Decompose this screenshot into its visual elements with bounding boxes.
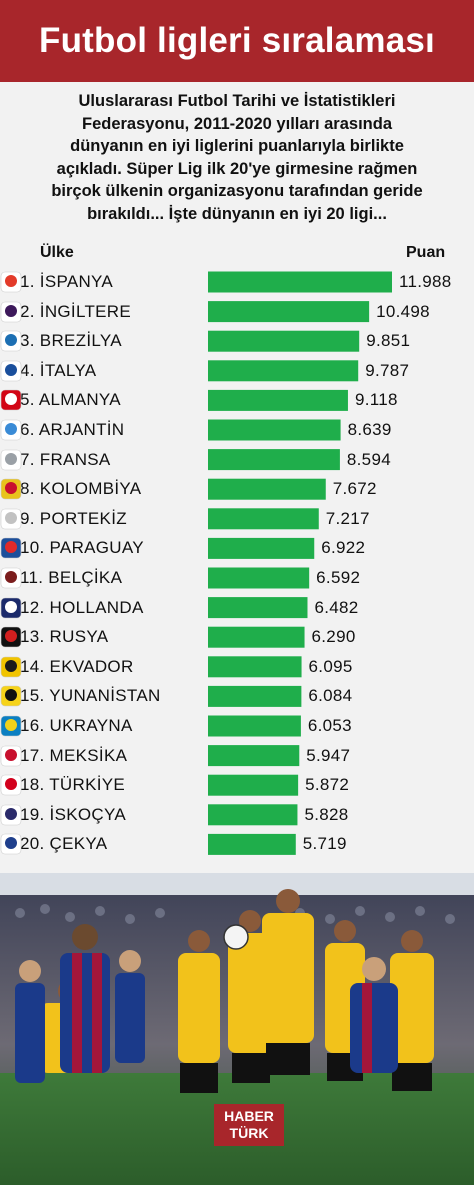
bar-16: [208, 715, 301, 737]
bar-9: [208, 508, 319, 530]
brand-line-1: HABER: [224, 1108, 274, 1124]
value-label: 5.947: [306, 745, 351, 765]
brasileirao-logo-icon: [0, 330, 22, 352]
country-label: 9. PORTEKİZ: [20, 508, 127, 528]
country-label: 11. BELÇİKA: [20, 568, 123, 587]
football-icon: [223, 924, 249, 950]
country-label: 17. MEKSİKA: [20, 745, 128, 765]
bar-13: [208, 626, 305, 648]
value-label: 5.828: [304, 804, 349, 824]
value-label: 9.118: [354, 390, 398, 410]
ligue1-logo-icon: [0, 449, 22, 470]
superliga-argentina-logo-icon: [0, 419, 22, 441]
bar-14: [208, 656, 302, 678]
intro-line: Uluslararası Futbol Tarihi ve İstatistik…: [78, 92, 396, 110]
country-label: 7. FRANSA: [20, 449, 111, 469]
intro-line: dünyanın en iyi liglerini puanlarıyla bi…: [70, 137, 404, 155]
value-label: 6.290: [311, 627, 356, 647]
value-label: 6.482: [314, 597, 359, 617]
value-label: 11.988: [399, 272, 452, 291]
bar-18: [208, 774, 299, 796]
liga-nos-logo-icon: [0, 508, 22, 530]
country-label: 10. PARAGUAY: [20, 538, 144, 558]
country-label: 6. ARJANTİN: [20, 420, 125, 439]
spor-toto-super-lig-logo-icon: [0, 774, 22, 796]
intro-line: birçok ülkenin organizasyonu tarafından …: [51, 182, 423, 200]
title-banner: Futbol ligleri sıralaması: [0, 0, 474, 82]
bar-15: [208, 685, 302, 707]
points-column-header: Puan: [406, 244, 446, 261]
value-label: 7.217: [325, 508, 370, 528]
value-label: 6.592: [316, 568, 361, 587]
country-label: 5. ALMANYA: [20, 390, 121, 410]
ecuador-liga-pro-logo-icon: [0, 656, 22, 678]
intro-line: bırakıldı... İşte dünyanın en iyi 20 lig…: [87, 204, 387, 223]
value-label: 5.872: [305, 775, 350, 795]
country-label: 20. ÇEKYA: [20, 834, 108, 854]
bar-3: [208, 330, 360, 352]
russian-premier-league-logo-icon: [0, 626, 22, 648]
intro-line: Federasyonu, 2011-2020 yılları arasında: [81, 114, 392, 133]
country-label: 13. RUSYA: [20, 627, 109, 647]
bar-10: [208, 537, 315, 559]
bar-4: [208, 360, 359, 382]
country-column-header: Ülke: [40, 244, 74, 261]
country-label: 3. BREZİLYA: [20, 331, 122, 351]
value-label: 6.084: [308, 686, 353, 706]
value-label: 6.053: [307, 716, 352, 735]
page-title: Futbol ligleri sıralaması: [39, 21, 435, 60]
bar-12: [208, 597, 308, 619]
value-label: 8.639: [347, 420, 392, 439]
chivas-crest-icon: [0, 745, 22, 766]
country-label: 18. TÜRKİYE: [20, 775, 126, 795]
country-label: 2. İNGİLTERE: [20, 301, 131, 321]
country-label: 12. HOLLANDA: [20, 597, 144, 617]
aek-crest-icon: [0, 686, 22, 707]
bar-19: [208, 804, 298, 826]
value-label: 8.594: [346, 449, 391, 469]
laliga-logo-icon: [0, 271, 22, 293]
value-label: 5.719: [302, 834, 347, 854]
premier-league-logo-icon: [0, 301, 22, 322]
intro-paragraph: Uluslararası Futbol Tarihi ve İstatistik…: [12, 90, 462, 225]
bar-8: [208, 478, 326, 500]
country-label: 8. KOLOMBİYA: [20, 479, 142, 499]
league-ranking-chart: 1. İSPANYA 11.988 2. İNGİLTERE 10.498 3. BRE…: [0, 266, 474, 866]
ukraine-premier-league-logo-icon: [0, 715, 22, 737]
country-label: 15. YUNANİSTAN: [20, 686, 161, 706]
bar-2: [208, 301, 370, 323]
country-label: 19. İSKOÇYA: [20, 804, 126, 824]
bar-20: [208, 833, 296, 855]
bar-17: [208, 745, 300, 767]
country-label: 14. EKVADOR: [20, 656, 134, 676]
eredivisie-logo-icon: [0, 597, 22, 618]
scottish-premiership-logo-icon: [0, 804, 22, 826]
intro-line: açıkladı. Süper Lig ilk 20'ye girmesine …: [56, 159, 418, 178]
blue-red-players: [15, 924, 398, 1083]
liga-aguila-logo-icon: [0, 478, 22, 500]
bar-7: [208, 449, 340, 471]
value-label: 6.095: [308, 656, 353, 676]
bar-5: [208, 389, 348, 411]
value-label: 7.672: [332, 479, 377, 499]
bundesliga-logo-icon: [0, 390, 22, 411]
value-label: 10.498: [376, 301, 430, 321]
value-label: 6.922: [321, 538, 366, 558]
bar-1: [208, 271, 392, 293]
czech-league-logo-icon: [0, 834, 22, 855]
brand-line-2: TÜRK: [229, 1125, 269, 1141]
value-label: 9.787: [365, 360, 410, 380]
bar-chart-svg: [208, 271, 392, 855]
paraguay-league-logo-icon: [0, 538, 22, 559]
value-label: 9.851: [366, 331, 411, 351]
country-label: 4. İTALYA: [20, 360, 97, 380]
bar-6: [208, 419, 341, 441]
country-label: 1. İSPANYA: [20, 272, 114, 291]
bar-11: [208, 567, 310, 589]
haberturk-logo: HABER TÜRK: [214, 1104, 284, 1146]
country-label: 16. UKRAYNA: [20, 716, 133, 735]
serie-a-logo-icon: [0, 360, 22, 382]
jupiler-pro-league-logo-icon: [0, 567, 22, 589]
